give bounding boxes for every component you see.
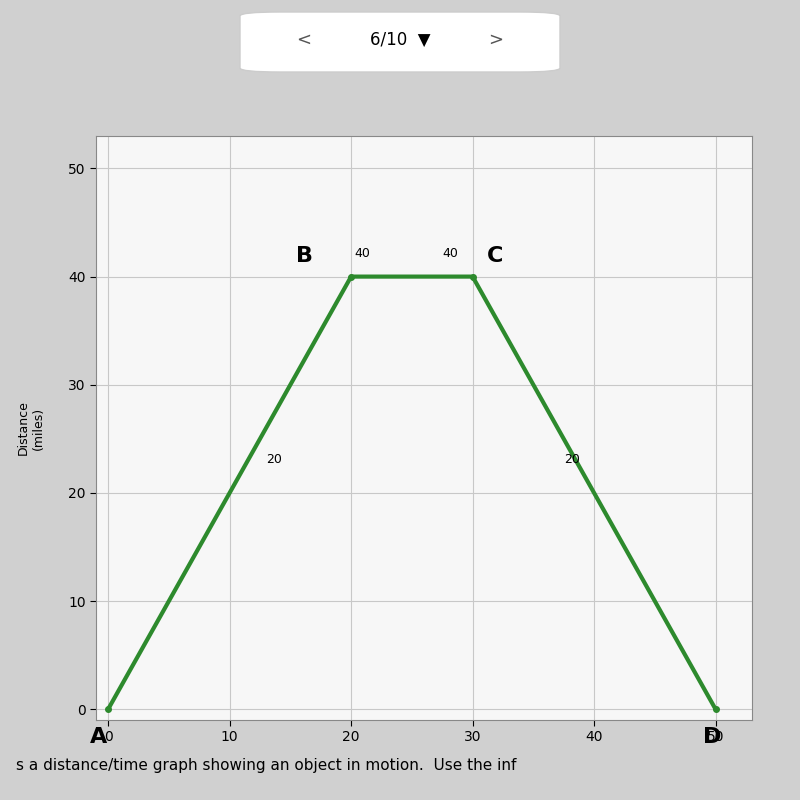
Text: 40: 40 — [354, 247, 370, 260]
FancyBboxPatch shape — [240, 12, 560, 72]
Text: >: > — [489, 31, 503, 49]
Text: Distance
(miles): Distance (miles) — [16, 401, 44, 455]
Text: D: D — [703, 727, 722, 747]
Text: 6/10  ▼: 6/10 ▼ — [370, 31, 430, 49]
Text: 40: 40 — [442, 247, 458, 260]
Text: s a distance/time graph showing an object in motion.  Use the inf: s a distance/time graph showing an objec… — [16, 758, 516, 774]
Text: A: A — [90, 727, 107, 747]
Text: 20: 20 — [564, 453, 579, 466]
Text: <: < — [297, 31, 311, 49]
Text: C: C — [487, 246, 503, 266]
Text: 20: 20 — [266, 453, 282, 466]
Text: B: B — [297, 246, 314, 266]
